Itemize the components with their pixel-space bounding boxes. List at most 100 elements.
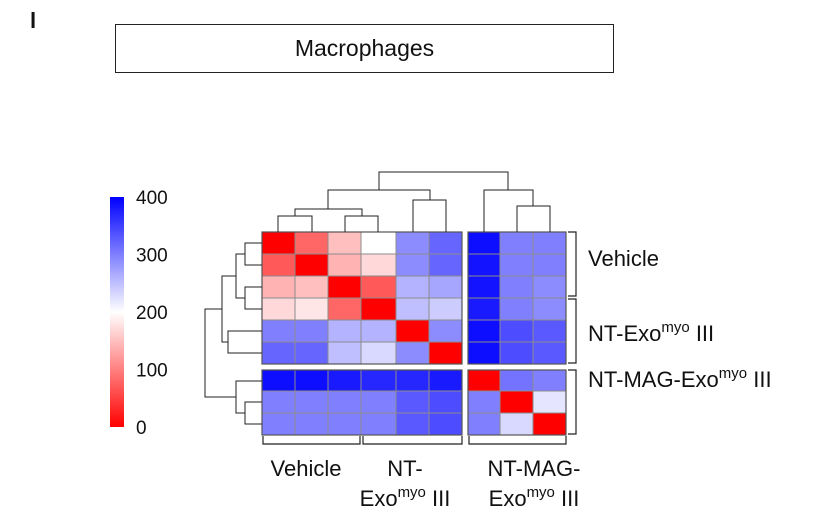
heatmap-cell [532, 297, 567, 321]
heatmap-cell [261, 253, 296, 277]
heatmap-cell [261, 390, 296, 414]
row-group-label: NT-MAG-Exomyo III [588, 365, 772, 392]
heatmap-cell [327, 369, 362, 392]
row-group-label: NT-Exomyo III [588, 319, 714, 346]
row-dendrogram-branch [244, 286, 262, 310]
heatmap-cell [327, 231, 362, 255]
heatmap-cell [532, 231, 567, 255]
heatmap-cell [467, 319, 501, 343]
block-outline [261, 231, 463, 365]
heatmap-cell [467, 412, 501, 436]
heatmap-cell [532, 253, 567, 277]
heatmap-cell [428, 231, 463, 255]
heatmap-cell [532, 341, 567, 365]
column-dendrogram-branch [516, 205, 551, 232]
heatmap-cell [294, 341, 329, 365]
column-group-label: Vehicle [271, 456, 342, 481]
heatmap-cell [261, 297, 296, 321]
heatmap-cell [360, 412, 397, 436]
heatmap-cell [467, 297, 501, 321]
group-bracket [568, 231, 577, 297]
heatmap-cell [395, 253, 430, 277]
heatmap-cell [261, 369, 296, 392]
column-dendrogram-branch [277, 215, 313, 232]
row-dendrogram [204, 242, 262, 425]
row-dendrogram-branch [235, 253, 245, 299]
heatmap-cell [428, 297, 463, 321]
colorbar-tick-label: 400 [136, 188, 168, 209]
column-dendrogram-branch [483, 189, 534, 232]
heatmap-cell [532, 390, 567, 414]
row-dendrogram-branch [204, 308, 236, 398]
heatmap-cell [261, 231, 296, 255]
heatmap-cell [294, 297, 329, 321]
column-group-label: NT- [387, 456, 422, 481]
heatmap-cell [327, 319, 362, 343]
heatmap-cell [294, 319, 329, 343]
group-bracket [568, 298, 577, 364]
row-dendrogram-branch [244, 242, 262, 266]
heatmap-cell [327, 341, 362, 365]
heatmap-cell [395, 412, 430, 436]
panel-letter: l [30, 8, 37, 33]
column-dendrogram-branch [344, 215, 379, 232]
heatmap-cell [499, 275, 534, 299]
heatmap-cell [499, 390, 534, 414]
heatmap-cell [294, 231, 329, 255]
heatmap-cell [499, 412, 534, 436]
heatmap-cell [327, 390, 362, 414]
heatmap-cell [294, 253, 329, 277]
row-dendrogram-branch [244, 401, 262, 425]
heatmap-cell [428, 341, 463, 365]
heatmap-cell [467, 253, 501, 277]
heatmap-cell [360, 253, 397, 277]
column-group-label: NT-MAG- [488, 456, 581, 481]
row-dendrogram-branch [227, 330, 262, 354]
column-dendrogram-branch [412, 199, 447, 232]
heatmap-cell [294, 390, 329, 414]
heatmap-cell [467, 390, 501, 414]
heatmap-cell [428, 319, 463, 343]
heatmap-cell [360, 390, 397, 414]
colorbar: 400 300 200 100 0 [110, 188, 168, 439]
heatmap-cell [499, 253, 534, 277]
heatmap-cell [294, 412, 329, 436]
colorbar-tick-label: 300 [136, 246, 168, 267]
heatmap-cell [467, 341, 501, 365]
heatmap-cell [327, 412, 362, 436]
group-brackets [262, 231, 577, 445]
heatmap-cell [261, 412, 296, 436]
heatmap-cell [395, 341, 430, 365]
row-dendrogram-branch [235, 380, 262, 414]
heatmap-cell [395, 231, 430, 255]
heatmap-cell [294, 369, 329, 392]
heatmap-cell [395, 319, 430, 343]
column-dendrogram-branch [378, 171, 509, 190]
column-dendrogram [277, 171, 551, 232]
group-bracket [468, 436, 567, 445]
heatmap-cell [499, 369, 534, 392]
heatmap-cell [261, 275, 296, 299]
heatmap-cell [261, 341, 296, 365]
column-dendrogram-branch [294, 208, 363, 216]
heatmap-cell [360, 369, 397, 392]
heatmap-cell [395, 390, 430, 414]
heatmap-cell [327, 253, 362, 277]
heatmap-cell [428, 275, 463, 299]
heatmap-cell [532, 369, 567, 392]
heatmap-cell [532, 412, 567, 436]
heatmap-cell [532, 319, 567, 343]
heatmap-cell [395, 369, 430, 392]
colorbar-tick-label: 200 [136, 303, 168, 324]
heatmap-cell [499, 297, 534, 321]
row-group-label: Vehicle [588, 246, 659, 271]
chart-title: Macrophages [294, 35, 435, 61]
heatmap-cell [467, 231, 501, 255]
heatmap-cell [499, 319, 534, 343]
heatmap-cell [467, 369, 501, 392]
heatmap-cells [261, 231, 567, 436]
heatmap-cell [360, 297, 397, 321]
column-group-label: Exomyo III [360, 484, 451, 511]
